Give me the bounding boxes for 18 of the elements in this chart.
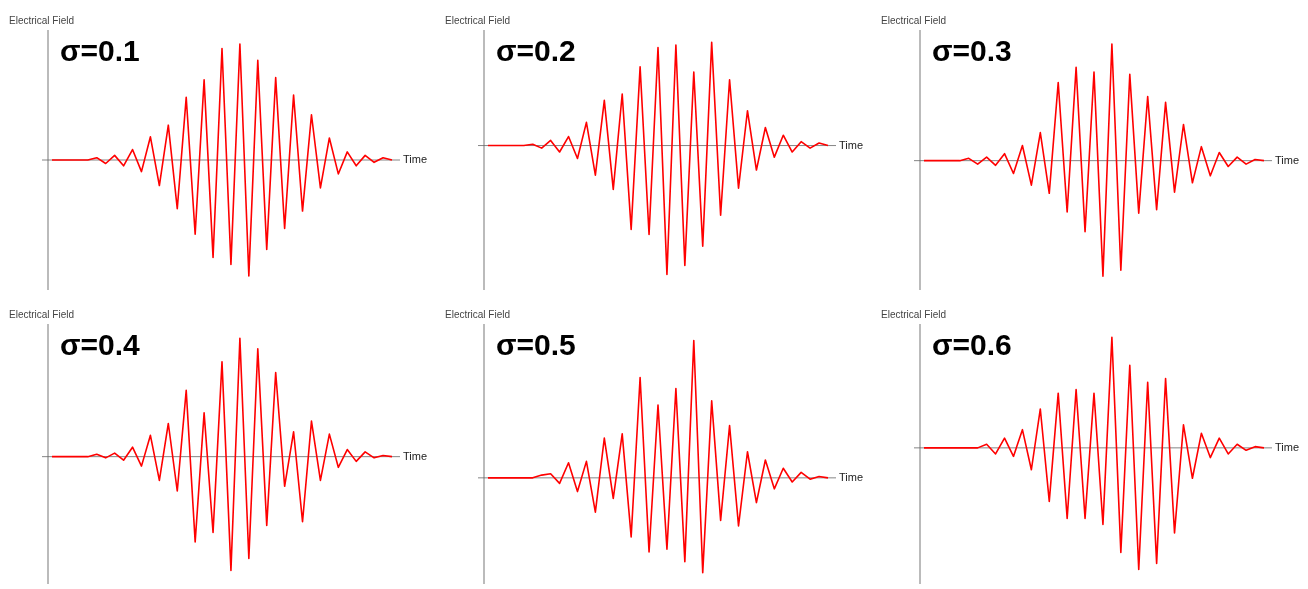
y-axis-title: Electrical Field xyxy=(9,308,75,320)
x-axis-title: Time xyxy=(403,449,428,462)
y-axis-title: Electrical Field xyxy=(445,308,511,320)
x-axis-title: Time xyxy=(403,153,428,166)
y-axis-title: Electrical Field xyxy=(9,14,75,26)
chart-title: σ=0.3 xyxy=(932,34,1012,68)
x-axis-title: Time xyxy=(1275,440,1300,453)
x-axis-title: Time xyxy=(839,470,864,483)
y-axis-title: Electrical Field xyxy=(881,308,947,320)
chart-title: σ=0.2 xyxy=(496,34,576,68)
x-axis-title: Time xyxy=(1275,153,1300,166)
x-axis-title: Time xyxy=(839,138,864,151)
chart-title: σ=0.1 xyxy=(60,34,140,68)
chart-title: σ=0.5 xyxy=(496,328,576,362)
chart-title: σ=0.4 xyxy=(60,328,141,362)
chart-title: σ=0.6 xyxy=(932,328,1012,362)
y-axis-title: Electrical Field xyxy=(881,14,947,26)
y-axis-title: Electrical Field xyxy=(445,14,511,26)
